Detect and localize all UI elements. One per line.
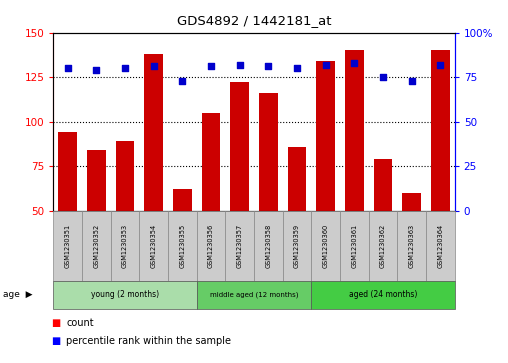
Bar <box>402 193 421 299</box>
Bar <box>58 132 77 299</box>
Text: GSM1230354: GSM1230354 <box>151 224 156 268</box>
Bar <box>116 141 134 299</box>
Text: GDS4892 / 1442181_at: GDS4892 / 1442181_at <box>177 15 331 28</box>
Text: GSM1230360: GSM1230360 <box>323 224 329 268</box>
Text: GSM1230358: GSM1230358 <box>265 224 271 268</box>
Text: GSM1230356: GSM1230356 <box>208 224 214 268</box>
Point <box>379 74 387 80</box>
Point <box>322 62 330 68</box>
Point <box>150 64 158 69</box>
Bar <box>431 50 450 299</box>
Bar <box>345 50 364 299</box>
Bar <box>316 61 335 299</box>
Bar <box>230 82 249 299</box>
Point <box>407 78 416 83</box>
Bar <box>87 150 106 299</box>
Point <box>92 67 101 73</box>
Text: aged (24 months): aged (24 months) <box>349 290 417 299</box>
Text: GSM1230353: GSM1230353 <box>122 224 128 268</box>
Point <box>64 65 72 71</box>
Bar <box>374 159 392 299</box>
Text: GSM1230361: GSM1230361 <box>352 224 357 268</box>
Point <box>178 78 186 83</box>
Bar <box>288 147 306 299</box>
Text: ■: ■ <box>51 336 60 346</box>
Text: GSM1230363: GSM1230363 <box>408 224 415 268</box>
Text: GSM1230362: GSM1230362 <box>380 224 386 268</box>
Text: GSM1230359: GSM1230359 <box>294 224 300 268</box>
Text: GSM1230352: GSM1230352 <box>93 224 100 268</box>
Text: middle aged (12 months): middle aged (12 months) <box>210 292 298 298</box>
Text: GSM1230364: GSM1230364 <box>437 224 443 268</box>
Bar <box>202 113 220 299</box>
Bar <box>259 93 278 299</box>
Text: percentile rank within the sample: percentile rank within the sample <box>66 336 231 346</box>
Text: young (2 months): young (2 months) <box>91 290 159 299</box>
Text: count: count <box>66 318 93 328</box>
Text: age  ▶: age ▶ <box>3 290 32 299</box>
Point <box>207 64 215 69</box>
Point <box>264 64 272 69</box>
Point <box>293 65 301 71</box>
Text: GSM1230355: GSM1230355 <box>179 224 185 268</box>
Text: ■: ■ <box>51 318 60 328</box>
Text: GSM1230357: GSM1230357 <box>237 224 243 268</box>
Bar <box>173 189 192 299</box>
Text: GSM1230351: GSM1230351 <box>65 224 71 268</box>
Point <box>436 62 444 68</box>
Bar <box>144 54 163 299</box>
Point <box>121 65 129 71</box>
Point <box>236 62 244 68</box>
Point <box>351 60 359 66</box>
